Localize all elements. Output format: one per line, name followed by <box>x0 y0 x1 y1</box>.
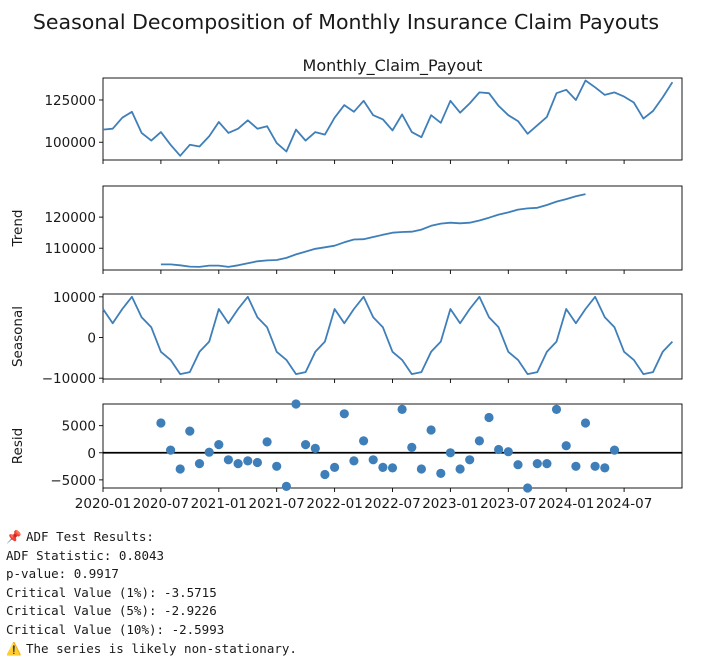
adf-output: 📌 ADF Test Results: ADF Statistic: 0.8043… <box>6 528 297 658</box>
resid-point <box>484 412 494 423</box>
resid-point <box>185 426 195 436</box>
resid-point <box>310 443 320 453</box>
x-tick-label: 2024-07 <box>596 496 652 512</box>
y-tick-label: 5000 <box>62 419 96 435</box>
resid-point <box>465 455 475 465</box>
conclusion-text: The series is likely non-stationary. <box>26 640 297 656</box>
resid-point <box>532 459 542 469</box>
resid-point <box>175 464 185 474</box>
resid-point <box>359 436 369 446</box>
resid-point <box>609 445 620 455</box>
resid-point <box>194 459 205 469</box>
x-tick-label: 2023-07 <box>480 496 536 512</box>
resid-point <box>262 437 272 447</box>
resid-point <box>561 441 571 451</box>
panel-ylabel: Resid <box>10 428 26 464</box>
resid-point <box>243 456 253 466</box>
resid-point <box>166 445 176 455</box>
resid-point <box>542 459 552 469</box>
panel-seasonal: −10000 0 10000 Seasonal <box>10 290 683 387</box>
resid-point <box>156 418 166 428</box>
x-tick-label: 2023-01 <box>422 496 478 512</box>
resid-point <box>523 483 533 493</box>
resid-point <box>571 461 581 471</box>
resid-point <box>397 404 407 414</box>
p-value-line: p-value: 0.9917 <box>6 566 119 582</box>
y-tick-label: −5000 <box>50 473 96 489</box>
panel-subtitle: Monthly_Claim_Payout <box>303 56 483 76</box>
resid-point <box>272 461 282 471</box>
resid-point <box>330 462 340 472</box>
resid-point <box>378 462 388 472</box>
resid-point <box>426 425 436 435</box>
y-tick-label: 125000 <box>44 93 96 109</box>
panel-resid: −5000 0 5000 Resid 2020-01 2020-07 2021-01 2021… <box>10 399 683 512</box>
series-line-observed <box>102 79 674 157</box>
x-tick-label: 2022-01 <box>306 496 362 512</box>
critical-value-5-line: Critical Value (5%): -2.9226 <box>6 603 217 619</box>
resid-point <box>339 409 349 419</box>
x-tick-label: 2024-01 <box>538 496 594 512</box>
panels-group: 100000125000Monthly_Claim_Payout11000012… <box>10 56 683 512</box>
x-tick-label: 2021-07 <box>248 496 304 512</box>
y-tick-label: 0 <box>87 446 96 462</box>
adf-header-line: 📌 ADF Test Results: <box>6 528 297 547</box>
resid-point <box>513 460 523 470</box>
panel-observed: 100000 125000 Monthly_Claim_Payout <box>44 56 683 164</box>
panel-frame <box>102 77 683 161</box>
adf-statistic-line: ADF Statistic: 0.8043 <box>6 547 165 563</box>
series-line-seasonal <box>102 295 674 375</box>
resid-point <box>445 448 455 458</box>
resid-point <box>494 444 504 455</box>
x-tick-label: 2022-07 <box>364 496 420 512</box>
resid-point <box>416 464 426 474</box>
y-tick-label: 10000 <box>53 290 96 306</box>
y-tick-label: −10000 <box>42 371 96 387</box>
resid-point <box>252 457 262 468</box>
resid-point <box>291 399 301 409</box>
resid-point <box>600 463 610 473</box>
conclusion-line: ⚠️ The series is likely non-stationary. <box>6 640 297 659</box>
resid-point <box>281 481 291 491</box>
panel-frame <box>102 293 683 380</box>
panel-frame <box>102 185 683 271</box>
resid-point <box>320 469 330 480</box>
panel-trend: 110000 120000 Trend <box>10 185 683 274</box>
resid-point <box>233 459 243 469</box>
panel-frame <box>102 403 683 489</box>
x-tick-label: 2021-01 <box>191 496 247 512</box>
resid-point <box>387 463 398 473</box>
y-tick-label: 0 <box>87 331 96 347</box>
resid-point <box>214 440 224 450</box>
panel-ylabel: Trend <box>10 210 26 248</box>
resid-point <box>204 447 214 457</box>
resid-point <box>407 442 417 452</box>
panel-ylabel: Seasonal <box>10 306 26 367</box>
warning-icon: ⚠️ <box>6 640 22 656</box>
adf-header: ADF Test Results: <box>26 529 154 544</box>
resid-point <box>474 436 484 446</box>
y-tick-label: 110000 <box>44 241 96 257</box>
resid-point <box>436 468 446 478</box>
y-tick-label: 100000 <box>44 135 96 151</box>
y-tick-label: 120000 <box>44 210 96 226</box>
resid-point <box>368 455 378 465</box>
x-tick-label: 2020-01 <box>75 496 131 512</box>
resid-point <box>503 447 513 457</box>
resid-point <box>590 461 600 471</box>
critical-value-1-line: Critical Value (1%): -3.5715 <box>6 584 217 600</box>
series-line-trend <box>160 193 586 268</box>
figure-title: Seasonal Decomposition of Monthly Insura… <box>33 10 659 34</box>
resid-point <box>301 440 311 450</box>
resid-point <box>580 418 591 428</box>
resid-point <box>455 464 465 474</box>
resid-point <box>223 455 233 465</box>
decomposition-figure: Seasonal Decomposition of Monthly Insura… <box>10 10 683 512</box>
x-tick-label: 2020-07 <box>133 496 189 512</box>
resid-point <box>349 456 359 466</box>
critical-value-10-line: Critical Value (10%): -2.5993 <box>6 621 225 637</box>
resid-point <box>551 404 562 414</box>
pushpin-icon: 📌 <box>6 529 22 544</box>
